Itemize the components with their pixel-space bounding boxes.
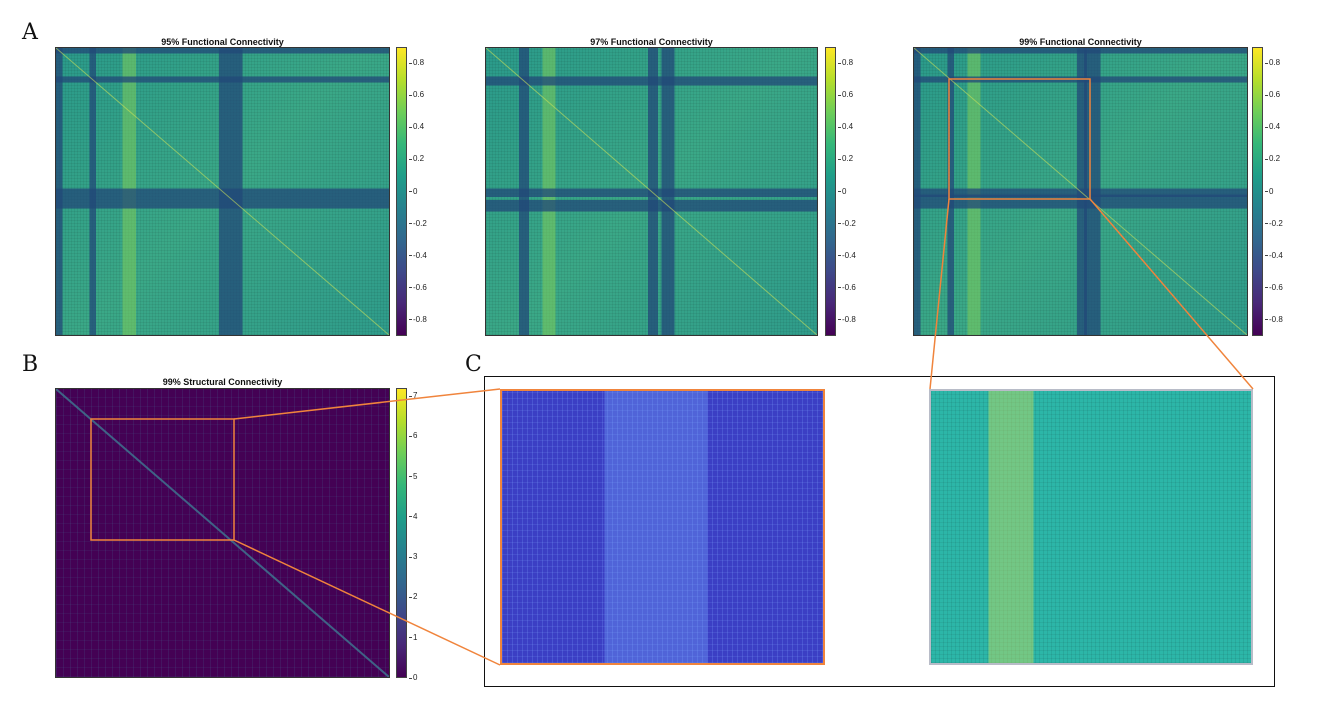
colorbar-tick-label: 0 [837,186,847,196]
colorbar-tick-label: 0.4 [837,122,854,132]
colorbar-tick-label: 0.6 [837,90,854,100]
fc97-matrix [485,47,818,336]
colorbar-tick-label: 0.6 [1264,90,1281,100]
sc99-matrix [55,388,390,678]
colorbar-tick-label: 0 [408,673,418,682]
fc97-colorbar [825,47,836,336]
colorbar-tick-label: 4 [408,511,418,521]
colorbar-tick-label: 2 [408,592,418,602]
colorbar-tick-label: 0.2 [1264,154,1281,164]
fc95-colorbar [396,47,407,336]
colorbar-tick-label: 0.4 [408,122,425,132]
colorbar-tick-label: -0.2 [1265,218,1283,228]
colorbar-tick-label: 7 [408,391,418,401]
colorbar-tick-label: 5 [408,471,418,481]
fc99-colorbar [1252,47,1263,336]
colorbar-tick-label: 3 [408,552,418,562]
colorbar-tick-label: -0.2 [838,218,856,228]
colorbar-tick-label: -0.4 [409,250,427,260]
panel-label-b: B [22,352,39,377]
colorbar-tick-label: -0.8 [409,314,427,324]
colorbar-tick-label: 0.4 [1264,122,1281,132]
colorbar-tick-label: -0.8 [1265,314,1283,324]
colorbar-tick-label: 0.2 [408,154,425,164]
colorbar-tick-label: -0.6 [1265,282,1283,292]
colorbar-tick-label: -0.4 [838,250,856,260]
matrix-title-fc99: 99% Functional Connectivity [1019,37,1142,47]
colorbar-tick-label: 6 [408,431,418,441]
zoomed-structural-matrix [500,389,825,665]
colorbar-tick-label: 0.8 [408,58,425,68]
colorbar-tick-label: 1 [408,632,418,642]
colorbar-tick-label: -0.2 [409,218,427,228]
matrix-title-fc95: 95% Functional Connectivity [161,37,284,47]
fc99-matrix [913,47,1248,336]
colorbar-tick-label: 0 [408,186,418,196]
colorbar-tick-label: -0.6 [838,282,856,292]
colorbar-tick-label: -0.8 [838,314,856,324]
colorbar-tick-label: 0.8 [1264,58,1281,68]
colorbar-tick-label: 0.8 [837,58,854,68]
panel-c-frame [484,376,1275,687]
colorbar-tick-label: 0 [1264,186,1274,196]
colorbar-tick-label: -0.6 [409,282,427,292]
panel-label-a: A [22,20,38,45]
matrix-title-fc97: 97% Functional Connectivity [590,37,713,47]
fc95-matrix [55,47,390,336]
colorbar-tick-label: 0.6 [408,90,425,100]
zoomed-functional-matrix [929,389,1253,665]
colorbar-tick-label: -0.4 [1265,250,1283,260]
colorbar-tick-label: 0.2 [837,154,854,164]
sc99-colorbar [396,388,407,678]
panel-label-c: C [465,352,482,377]
matrix-title-sc99: 99% Structural Connectivity [162,377,283,387]
